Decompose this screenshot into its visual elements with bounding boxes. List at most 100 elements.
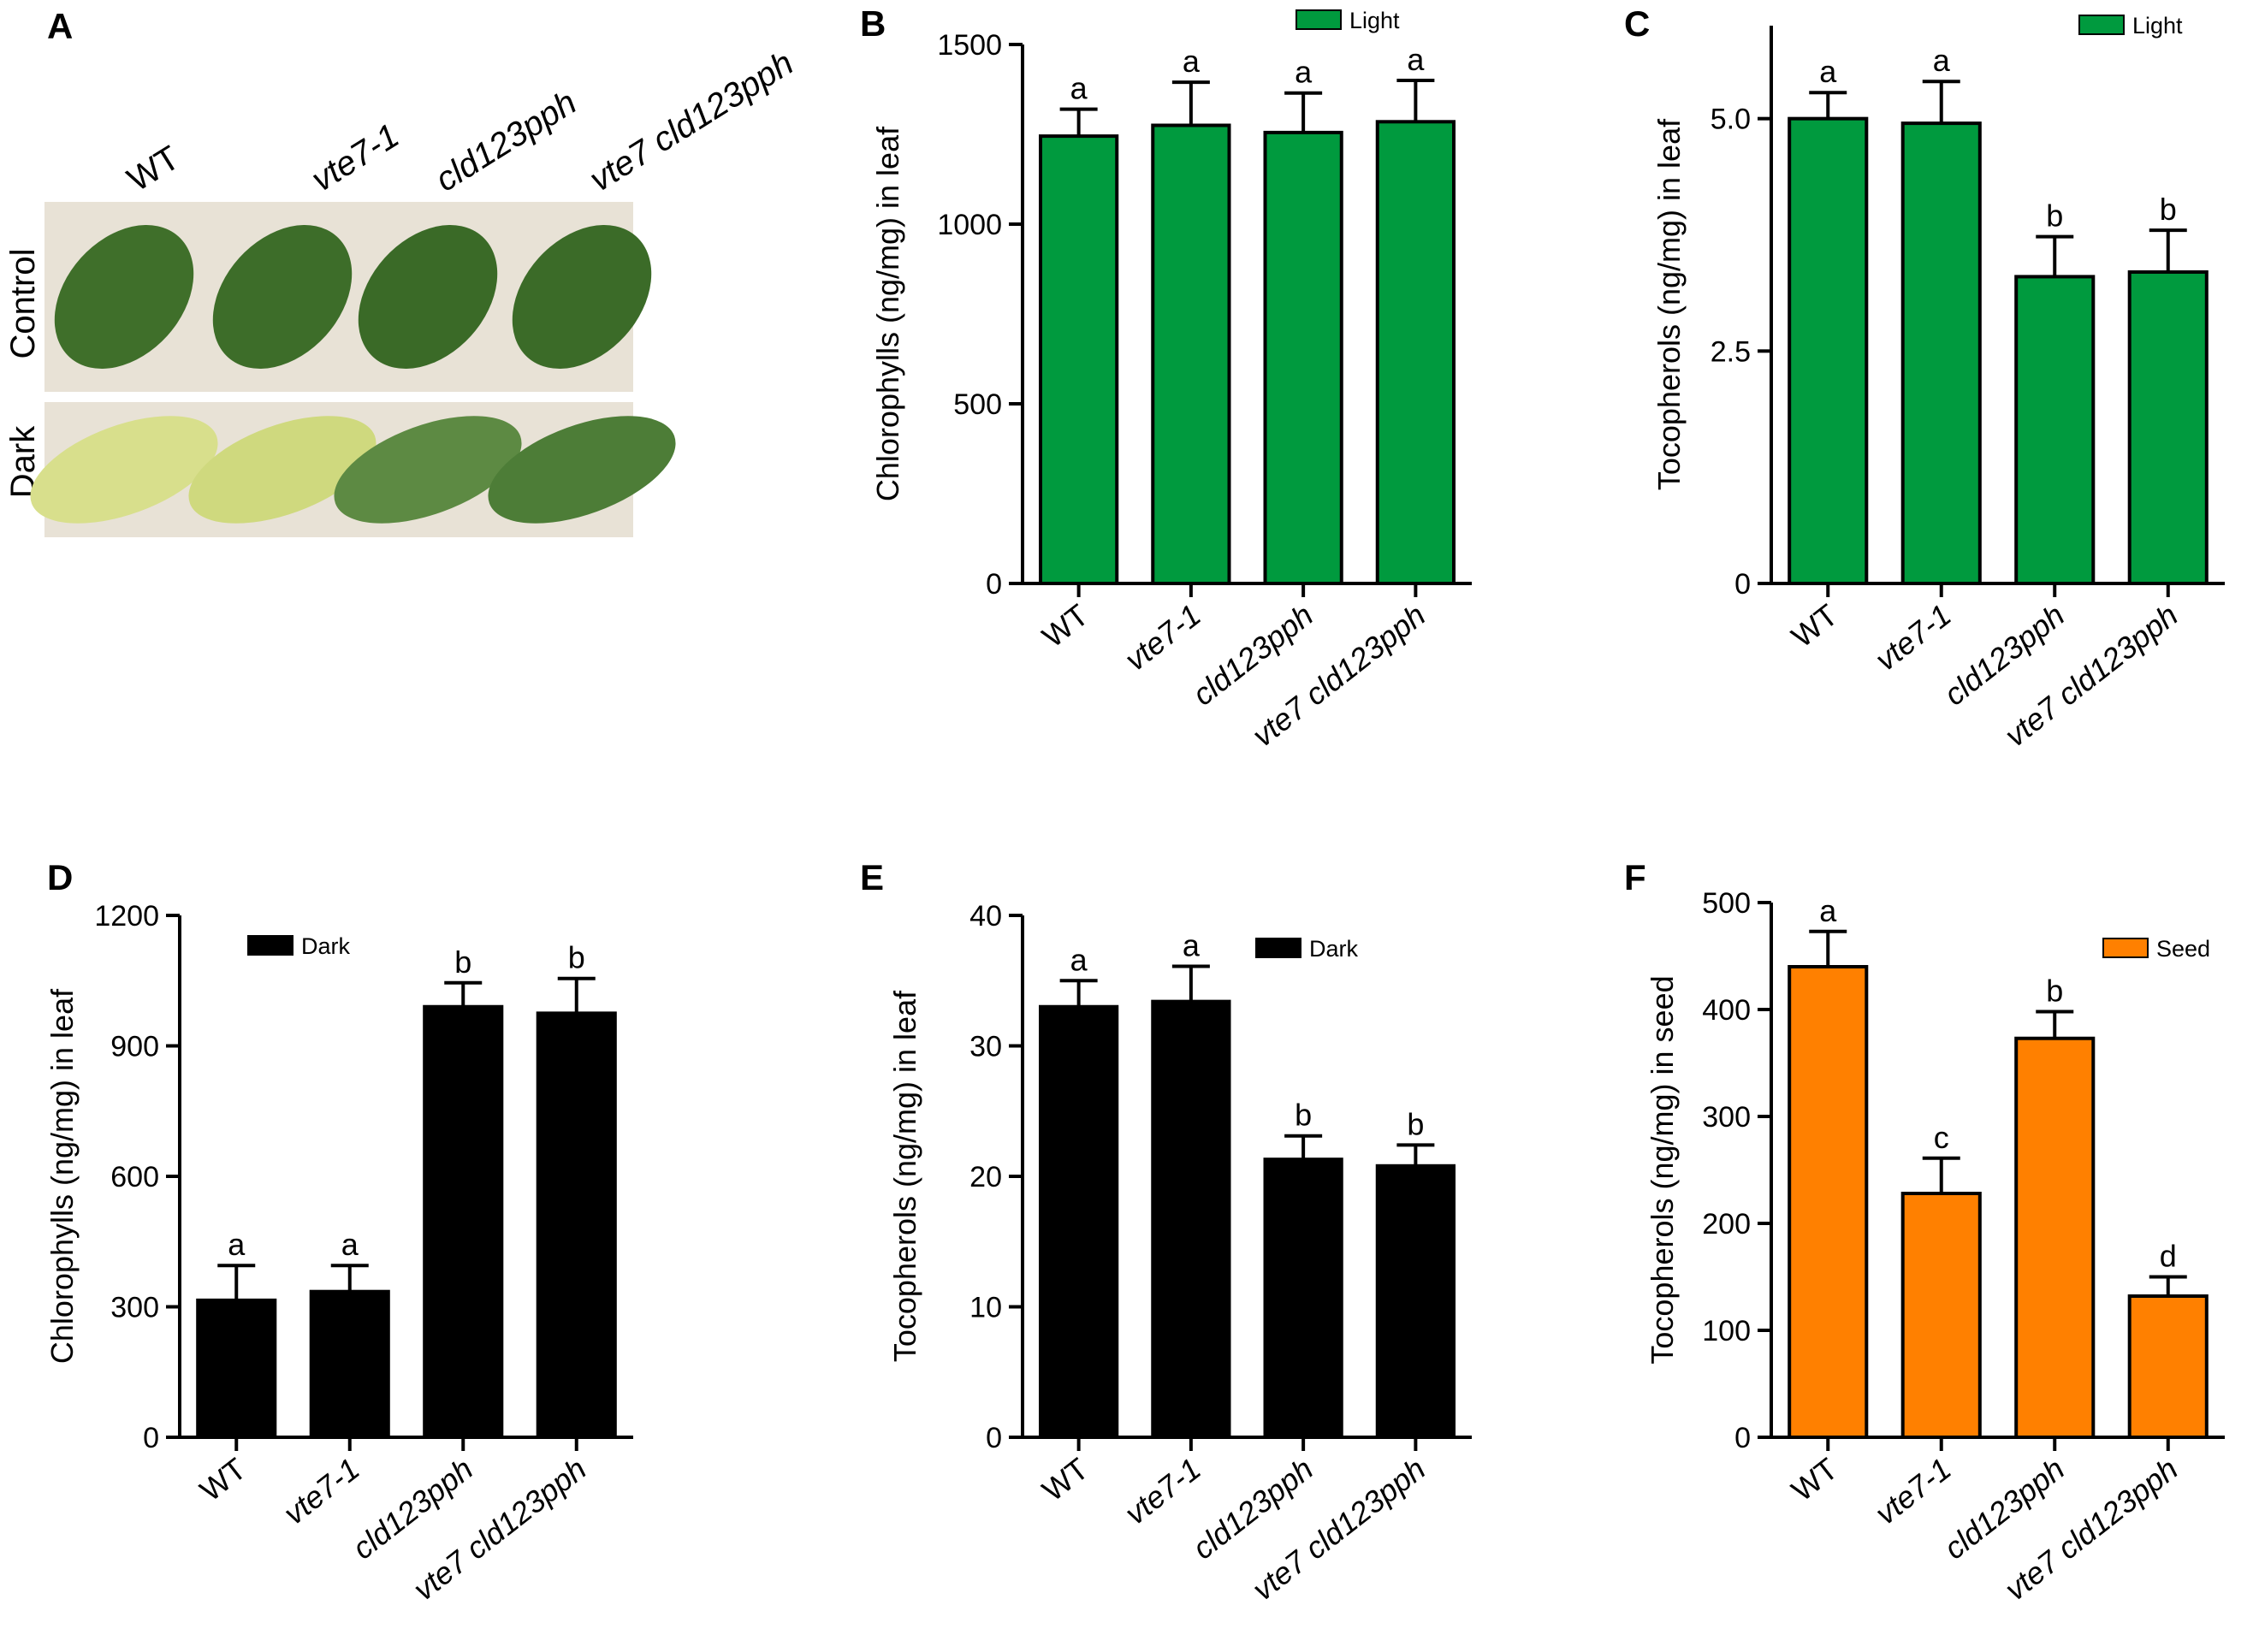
y-tick-label: 600 bbox=[110, 1161, 159, 1193]
chart-panel-e: E 0 10 20 30 40 Tocopherols (ng/mg) in leaf a WT… bbox=[860, 857, 1472, 1608]
bar bbox=[1900, 121, 1982, 586]
y-tick-label: 0 bbox=[986, 1422, 1002, 1454]
panel-letter: E bbox=[860, 857, 884, 897]
chart-panel-c: C 0 2.5 5.0 Tocopherols (ng/mg) in leaf a WT a v… bbox=[1624, 3, 2225, 754]
y-axis-label: Chlorophylls (ng/mg) in leaf bbox=[870, 126, 905, 501]
y-tick-label: 300 bbox=[110, 1292, 159, 1324]
significance-letter: a bbox=[1933, 43, 1951, 78]
bar bbox=[2127, 1294, 2209, 1439]
bar bbox=[1151, 999, 1231, 1440]
bar bbox=[196, 1298, 277, 1439]
significance-letter: c bbox=[1934, 1120, 1949, 1155]
y-tick-label: 500 bbox=[953, 388, 1002, 421]
significance-letter: a bbox=[1819, 54, 1837, 89]
chart-panel-b: B 0 500 1000 1500 Chlorophylls (ng/mg) in lea… bbox=[860, 3, 1472, 754]
significance-letter: a bbox=[1295, 55, 1313, 90]
y-axis-label: Tocopherols (ng/mg) in leaf bbox=[887, 990, 922, 1362]
x-tick-label: vte7-1 bbox=[1118, 1451, 1207, 1531]
y-axis-label: Chlorophylls (ng/mg) in leaf bbox=[44, 988, 80, 1364]
bar bbox=[1900, 1192, 1982, 1439]
panel-letter: B bbox=[860, 3, 886, 44]
chart-panel-d: D 0 300 600 900 1200 Chlorophylls (ng/mg) in l… bbox=[44, 857, 633, 1608]
y-tick-label: 40 bbox=[969, 900, 1002, 933]
y-tick-label: 200 bbox=[1702, 1208, 1751, 1240]
x-tick-label: vte7-1 bbox=[1869, 597, 1958, 678]
y-tick-label: 0 bbox=[986, 568, 1002, 601]
photo-column-label: WT bbox=[121, 139, 186, 198]
bar bbox=[1263, 130, 1343, 585]
legend-label: Light bbox=[1349, 8, 1400, 33]
bar bbox=[1039, 1004, 1119, 1439]
significance-letter: b bbox=[1295, 1098, 1312, 1133]
legend-label: Seed bbox=[2156, 936, 2210, 962]
y-tick-label: 5.0 bbox=[1711, 104, 1751, 136]
legend-label: Light bbox=[2132, 13, 2183, 38]
significance-letter: b bbox=[1407, 1106, 1424, 1141]
bar bbox=[1039, 134, 1119, 586]
bar bbox=[2014, 275, 2096, 585]
photo-column-label: vte7 cld123pph bbox=[583, 44, 799, 199]
photo-column-label: cld123pph bbox=[429, 83, 583, 198]
y-tick-label: 2.5 bbox=[1711, 335, 1751, 368]
y-tick-label: 500 bbox=[1702, 887, 1751, 920]
y-tick-label: 0 bbox=[1734, 1422, 1751, 1454]
bar bbox=[1788, 965, 1869, 1439]
y-tick-label: 0 bbox=[1734, 568, 1751, 601]
y-tick-label: 10 bbox=[969, 1292, 1002, 1324]
significance-letter: b bbox=[2046, 198, 2063, 234]
significance-letter: a bbox=[1070, 942, 1088, 977]
bar bbox=[423, 1004, 504, 1439]
y-tick-label: 100 bbox=[1702, 1315, 1751, 1347]
bar bbox=[536, 1011, 617, 1439]
x-tick-label: WT bbox=[1785, 1451, 1844, 1508]
legend-swatch bbox=[2078, 15, 2125, 35]
legend-swatch bbox=[1296, 9, 1342, 30]
bar bbox=[1375, 120, 1456, 586]
leaf-image bbox=[358, 225, 498, 369]
panel-letter: D bbox=[47, 857, 73, 897]
significance-letter: a bbox=[1070, 71, 1088, 106]
significance-letter: a bbox=[1407, 42, 1425, 77]
bar bbox=[1263, 1158, 1343, 1440]
y-tick-label: 20 bbox=[969, 1161, 1002, 1193]
x-tick-label: vte7-1 bbox=[1869, 1451, 1958, 1531]
y-axis-label: Tocopherols (ng/mg) in leaf bbox=[1651, 118, 1687, 490]
significance-letter: b bbox=[2046, 974, 2063, 1009]
leaf-image bbox=[334, 416, 522, 524]
legend-swatch bbox=[247, 935, 293, 956]
panel-letter: C bbox=[1624, 3, 1650, 44]
significance-letter: a bbox=[228, 1227, 246, 1262]
leaf-image bbox=[54, 225, 194, 369]
y-tick-label: 1500 bbox=[937, 29, 1002, 62]
significance-letter: b bbox=[454, 944, 471, 980]
bar bbox=[2127, 269, 2209, 585]
bar bbox=[309, 1289, 390, 1440]
x-tick-label: WT bbox=[193, 1451, 252, 1508]
y-tick-label: 900 bbox=[110, 1031, 159, 1063]
legend-label: Dark bbox=[1309, 936, 1359, 962]
bar bbox=[1788, 116, 1869, 585]
photo-row-label: Control bbox=[4, 249, 42, 359]
significance-letter: a bbox=[1819, 893, 1837, 928]
leaf-image bbox=[512, 225, 652, 369]
significance-letter: a bbox=[1183, 44, 1201, 79]
leaf-image bbox=[30, 416, 218, 524]
panel-letter-a: A bbox=[47, 6, 73, 46]
legend-label: Dark bbox=[301, 933, 351, 959]
chart-panel-f: F 0 100 200 300 400 500 Tocopherols (ng/mg) in … bbox=[1624, 857, 2225, 1608]
photo-column-label: vte7-1 bbox=[305, 116, 406, 198]
x-tick-label: vte7-1 bbox=[277, 1451, 366, 1531]
y-tick-label: 0 bbox=[143, 1422, 159, 1454]
x-tick-label: WT bbox=[1035, 1451, 1094, 1508]
y-tick-label: 1000 bbox=[937, 209, 1002, 241]
y-tick-label: 1200 bbox=[94, 900, 159, 933]
x-tick-label: WT bbox=[1035, 597, 1094, 654]
x-tick-label: WT bbox=[1785, 597, 1844, 654]
significance-letter: b bbox=[2160, 192, 2177, 227]
y-axis-label: Tocopherols (ng/mg) in seed bbox=[1645, 975, 1680, 1364]
bar bbox=[1151, 123, 1231, 585]
legend-swatch bbox=[1255, 938, 1301, 958]
leaf-image bbox=[212, 225, 353, 369]
x-tick-label: vte7-1 bbox=[1118, 597, 1207, 678]
